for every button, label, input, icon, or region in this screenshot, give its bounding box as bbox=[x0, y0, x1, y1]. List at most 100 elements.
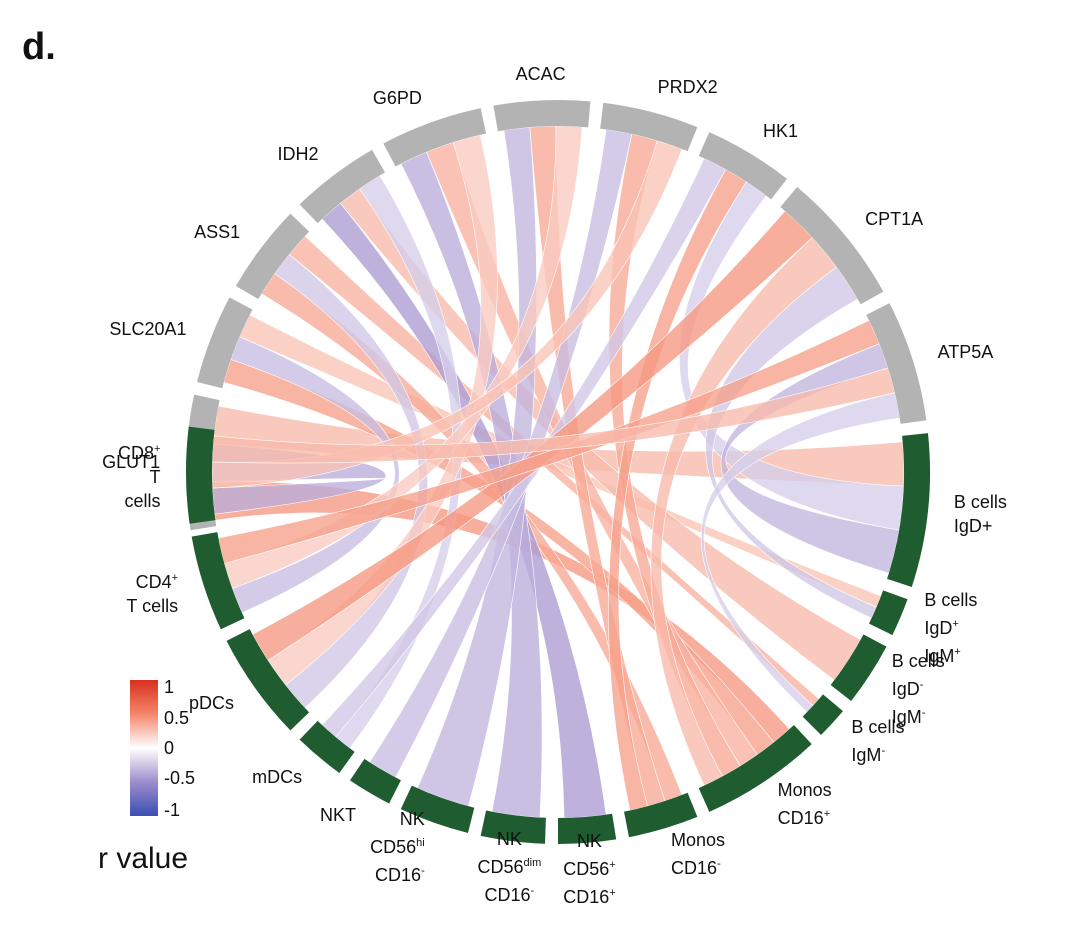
cell-label-c3-text: mDCs bbox=[252, 766, 303, 787]
cell-segment-c13 bbox=[887, 433, 930, 587]
cell-label-c6-superscript: - bbox=[530, 885, 535, 898]
gene-label-slc20a1-text: SLC20A1 bbox=[109, 319, 187, 340]
cell-label-c6-text: CD56 bbox=[477, 857, 524, 878]
gene-segment-acac bbox=[493, 99, 591, 132]
gene-label-idh2: IDH2 bbox=[277, 142, 318, 166]
gene-segment-g6pd bbox=[383, 108, 487, 167]
cell-label-c6-text: NK bbox=[496, 829, 522, 850]
cell-label-c0-text: cells bbox=[124, 491, 161, 512]
cell-segment-c4 bbox=[349, 758, 401, 804]
gene-label-ass1: ASS1 bbox=[194, 220, 240, 244]
cell-label-c5-superscript: - bbox=[421, 865, 425, 878]
cell-label-c12-text: IgM bbox=[924, 645, 955, 666]
legend-tick-label: 0 bbox=[164, 738, 175, 758]
cell-label-c10-text: B cells bbox=[851, 716, 905, 737]
gene-label-g6pd: G6PD bbox=[373, 86, 422, 110]
cell-segment-c1 bbox=[191, 532, 245, 630]
cell-label-c12-text: B cells bbox=[924, 589, 978, 610]
cell-label-c5-text: CD56 bbox=[370, 837, 417, 858]
gene-label-prdx2: PRDX2 bbox=[658, 75, 718, 99]
chord-links bbox=[211, 125, 905, 819]
legend-tick-label: 1 bbox=[164, 677, 175, 697]
cell-segment-c2 bbox=[226, 629, 310, 731]
legend-tick-label: -0.5 bbox=[164, 768, 196, 788]
cell-label-c5: NK CD56hi CD16- bbox=[370, 807, 425, 887]
cell-label-c8-text: Monos bbox=[671, 829, 726, 850]
gene-label-atp5a-text: ATP5A bbox=[937, 342, 994, 363]
cell-label-c7-text: CD16 bbox=[563, 886, 610, 907]
gene-label-hk1: HK1 bbox=[763, 119, 798, 143]
cell-label-c0-superscript: + bbox=[154, 443, 161, 456]
gene-label-prdx2-text: PRDX2 bbox=[657, 76, 718, 97]
cell-label-c7: NK CD56+ CD16+ bbox=[563, 829, 615, 909]
cell-label-c11-text: B cells bbox=[891, 650, 945, 671]
gene-label-ass1-text: ASS1 bbox=[194, 222, 241, 243]
gene-segment-idh2 bbox=[299, 149, 385, 224]
cell-segment-c11 bbox=[830, 634, 887, 702]
cell-label-c7-superscript: + bbox=[609, 886, 616, 899]
gene-label-hk1-text: HK1 bbox=[762, 120, 798, 141]
cell-label-c8-text: CD16 bbox=[671, 857, 718, 878]
cell-label-c10-superscript: - bbox=[881, 744, 886, 757]
cell-label-c12-superscript: + bbox=[954, 645, 961, 658]
cell-label-c1: CD4+ T cells bbox=[126, 566, 178, 618]
gene-segment-ass1 bbox=[235, 213, 310, 299]
cell-segment-c5 bbox=[400, 785, 475, 833]
gene-label-g6pd-text: G6PD bbox=[372, 88, 422, 108]
gene-segment-prdx2 bbox=[600, 102, 698, 152]
cell-label-c0-text: T bbox=[149, 467, 161, 488]
cell-label-c10: B cells IgM- bbox=[851, 715, 904, 767]
cell-label-c7-text: NK bbox=[576, 830, 602, 851]
gene-segment-cpt1a bbox=[780, 187, 884, 305]
cell-label-c13-text: IgD+ bbox=[953, 515, 993, 536]
gene-label-atp5a: ATP5A bbox=[938, 340, 994, 364]
cell-label-c11: B cells IgD- IgM- bbox=[892, 649, 945, 729]
outer-ring bbox=[186, 99, 930, 844]
cell-segment-c9 bbox=[698, 725, 812, 812]
legend-title: r value bbox=[98, 842, 189, 875]
cell-label-c2-text: pDCs bbox=[188, 693, 234, 714]
cell-label-c6-superscript: dim bbox=[523, 857, 542, 870]
gene-segment-atp5a bbox=[866, 303, 927, 424]
gene-segment-hk1 bbox=[698, 132, 788, 200]
gene-segment-slc20a1 bbox=[197, 297, 253, 389]
cell-label-c3: mDCs bbox=[252, 765, 302, 789]
cell-label-c10-text: IgM bbox=[851, 744, 882, 765]
cell-label-c7-text: CD56 bbox=[563, 858, 610, 879]
cell-label-c12: B cells IgD+ IgM+ bbox=[924, 588, 977, 668]
cell-segment-c6 bbox=[480, 810, 546, 844]
cell-label-c11-superscript: - bbox=[921, 706, 926, 719]
cell-label-c9-text: Monos bbox=[777, 779, 832, 800]
gene-label-cpt1a: CPT1A bbox=[865, 207, 923, 231]
cell-label-c9: Monos CD16+ bbox=[778, 778, 832, 830]
cell-label-c11-superscript: - bbox=[919, 678, 924, 691]
cell-label-c7-superscript: + bbox=[609, 858, 616, 871]
gene-label-glut1: GLUT1 bbox=[102, 450, 160, 474]
cell-label-c9-text: CD16 bbox=[777, 807, 824, 828]
gene-label-glut1-text: GLUT1 bbox=[102, 451, 161, 472]
cell-label-c13-text: B cells bbox=[953, 491, 1007, 512]
cell-label-c1-superscript: + bbox=[171, 571, 179, 584]
panel-label: d. bbox=[22, 26, 56, 68]
cell-label-c13: B cells IgD+ bbox=[954, 490, 1007, 538]
legend-tick-label: -1 bbox=[164, 800, 181, 820]
legend-colorbar bbox=[130, 680, 158, 816]
gene-label-slc20a1: SLC20A1 bbox=[109, 317, 186, 341]
cell-segment-c12 bbox=[868, 590, 908, 636]
cell-segment-c10 bbox=[802, 694, 843, 736]
cell-segment-c8 bbox=[624, 792, 698, 838]
cell-label-c8-superscript: - bbox=[717, 857, 721, 870]
cell-label-c12-text: IgD bbox=[924, 617, 953, 638]
cell-label-c11-text: IgM bbox=[891, 706, 922, 727]
cell-label-c5-text: NK bbox=[399, 809, 425, 830]
cell-label-c6: NK CD56dim CD16- bbox=[477, 827, 541, 907]
gene-label-idh2-text: IDH2 bbox=[277, 144, 319, 165]
cell-label-c1-text: CD4 bbox=[135, 571, 172, 592]
cell-label-c5-text: CD16 bbox=[375, 865, 422, 886]
cell-segment-c7 bbox=[558, 813, 617, 844]
cell-label-c6-text: CD16 bbox=[484, 885, 531, 906]
cell-label-c12-superscript: + bbox=[952, 617, 959, 630]
cell-label-c9-superscript: + bbox=[823, 807, 831, 820]
